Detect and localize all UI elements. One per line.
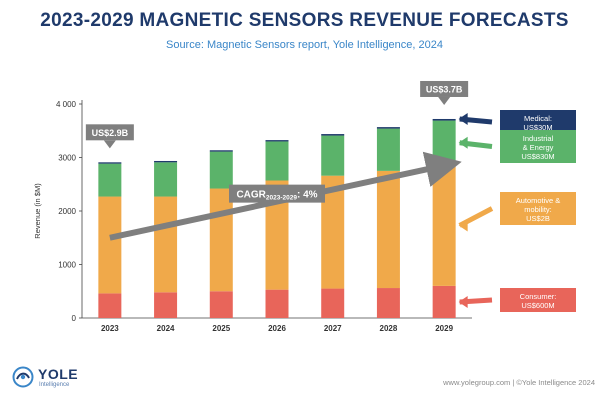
bar-segment-industrial [98,163,122,197]
cagr-label-box [229,184,325,203]
segment-label-automotive: Automotive & [516,196,561,205]
bar-segment-automotive [98,196,122,294]
bar-segment-consumer [432,285,456,318]
segment-label-consumer: US$600M [521,301,554,310]
segment-label-box-automotive [500,192,576,225]
segment-label-industrial: Industrial [523,134,554,143]
brand-sub: Intelligence [39,382,70,388]
segment-arrowhead-automotive [458,219,468,232]
bar-segment-automotive [154,196,178,293]
segment-label-consumer: Consumer: [520,292,557,301]
brand-name: YOLE [38,366,79,382]
bar-segment-industrial [209,151,233,189]
y-tick-label: 0 [72,314,77,323]
bar-segment-automotive [265,180,289,290]
total-callout-pointer [103,140,116,149]
bar-segment-medical [432,118,456,121]
bar-segment-medical [265,140,289,142]
cagr-label: CAGR2023-2029: 4% [236,190,317,202]
bar-segment-automotive [432,164,456,286]
yole-logo: YOLE Intelligence [12,362,122,392]
bar-segment-consumer [154,292,178,318]
yole-logo-icon [12,366,34,388]
segment-label-medical: Medical: [524,114,552,123]
bar-segment-medical [98,162,122,164]
total-callout-label: US$3.7B [426,84,463,94]
y-tick-label: 4 000 [56,100,77,109]
x-tick-label: 2025 [212,324,230,333]
segment-label-box-industrial [500,130,576,163]
bar-segment-medical [321,134,345,136]
x-tick-label: 2029 [435,324,453,333]
footer-credit: www.yolegroup.com | ©Yole Intelligence 2… [443,378,595,387]
segment-arrowhead-consumer [458,295,468,308]
segment-arrowhead-medical [458,112,468,125]
segment-arrowhead-industrial [458,136,468,149]
y-axis-label: Revenue (in $M) [33,183,42,239]
segment-label-automotive: mobility: [524,205,552,214]
chart-subtitle: Source: Magnetic Sensors report, Yole In… [165,39,443,51]
segment-label-industrial: US$830M [521,152,554,161]
bar-segment-consumer [209,291,233,318]
y-tick-label: 2000 [58,207,76,216]
bar-segment-automotive [209,188,233,292]
segment-label-box-consumer [500,288,576,312]
total-callout-label: US$2.9B [92,128,129,138]
segment-label-medical: US$30M [523,123,552,132]
x-tick-label: 2027 [324,324,342,333]
bar-segment-consumer [265,289,289,318]
x-tick-label: 2023 [101,324,119,333]
bar-segment-industrial [432,120,456,165]
bar-segment-medical [376,127,400,129]
bar-segment-medical [154,160,178,163]
total-callout-box [85,124,134,141]
x-tick-label: 2026 [268,324,286,333]
y-tick-label: 1000 [58,261,76,270]
y-tick-label: 3000 [58,154,76,163]
total-callout-box [420,80,469,97]
chart-title: 2023-2029 MAGNETIC SENSORS REVENUE FOREC… [40,10,569,31]
total-callout-pointer [438,96,451,105]
bar-segment-industrial [321,135,345,176]
segment-label-industrial: & Energy [523,143,554,152]
bar-segment-industrial [265,141,289,181]
bar-segment-consumer [376,288,400,318]
bar-segment-medical [209,150,233,152]
segment-label-automotive: US$2B [526,214,550,223]
bar-segment-automotive [321,175,345,289]
bar-segment-industrial [376,128,400,171]
x-tick-label: 2028 [380,324,398,333]
bar-segment-automotive [376,170,400,289]
x-tick-label: 2024 [157,324,175,333]
bar-segment-industrial [154,162,178,197]
bar-segment-consumer [98,293,122,318]
bar-segment-consumer [321,288,345,318]
